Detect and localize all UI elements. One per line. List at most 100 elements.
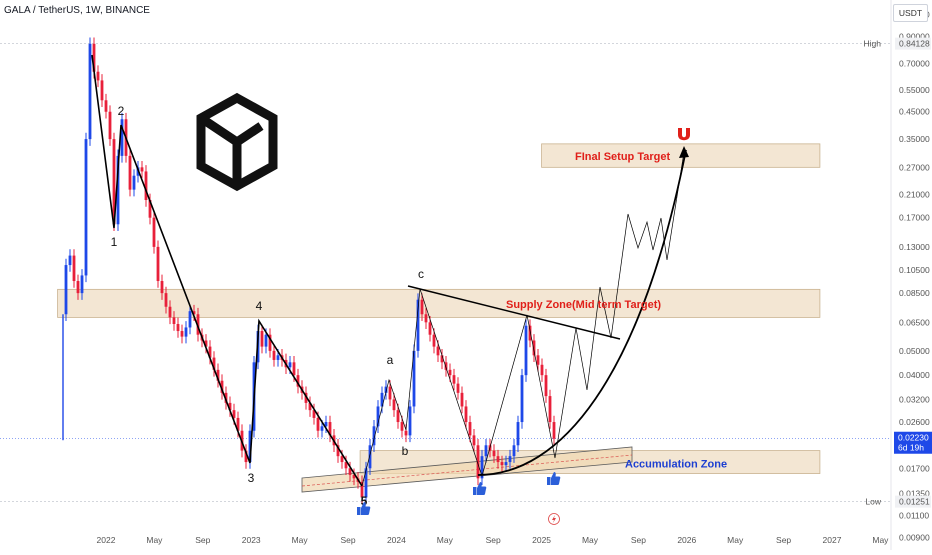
- candle-body: [468, 422, 472, 436]
- magnet-icon: [678, 128, 690, 141]
- candle-body: [472, 435, 476, 446]
- x-tick-label: 2024: [387, 535, 406, 545]
- candle-body: [184, 327, 188, 337]
- candle-body: [232, 410, 236, 418]
- candle-body: [372, 426, 376, 446]
- candle-body: [244, 450, 248, 463]
- projection-path: [361, 151, 685, 487]
- y-tick-label: 0.01100: [899, 511, 929, 521]
- candle-body: [452, 375, 456, 384]
- magnet-icon: [678, 128, 690, 141]
- candle-body: [104, 100, 108, 112]
- x-tick-label: May: [727, 535, 744, 545]
- candle-body: [352, 474, 356, 479]
- y-tick-label: 0.13000: [899, 242, 930, 252]
- candle-body: [192, 311, 196, 315]
- candle-body: [516, 422, 520, 446]
- candle-body: [460, 392, 464, 407]
- y-tick-label: 0.03200: [899, 394, 930, 404]
- x-tick-label: May: [292, 535, 309, 545]
- candle-body: [552, 422, 556, 439]
- x-tick-label: 2023: [242, 535, 261, 545]
- axes: 1.100000.900000.700000.550000.450000.350…: [97, 0, 932, 550]
- thumbs-up-icon: [473, 482, 487, 495]
- candle-body: [504, 462, 508, 466]
- wave-label-5: 5: [361, 494, 368, 508]
- candle-body: [152, 217, 156, 247]
- y-tick-label: 0.08500: [899, 288, 930, 298]
- x-tick-label: Sep: [631, 535, 646, 545]
- supply-zone-label: Supply Zone(Mid term Target): [506, 299, 661, 311]
- candle-body: [156, 246, 160, 282]
- candle-body: [264, 334, 268, 347]
- candle-body: [220, 380, 224, 393]
- candle-body: [216, 369, 220, 381]
- candle-body: [388, 386, 392, 400]
- candle-body: [380, 392, 384, 407]
- candle-body: [528, 325, 532, 341]
- candle-body: [308, 402, 312, 411]
- candle-body: [176, 324, 180, 332]
- labels: FInal Setup Target Supply Zone(Mid term T…: [111, 90, 727, 525]
- candle-body: [304, 392, 308, 403]
- price-tag-value: 0.01251: [899, 497, 930, 507]
- candle-body: [324, 422, 328, 427]
- candle-body: [76, 281, 80, 294]
- candle-body: [268, 334, 272, 351]
- candle-body: [400, 422, 404, 431]
- y-tick-label: 0.45000: [899, 107, 930, 117]
- price-tag-box: [895, 37, 931, 50]
- candle-body: [228, 402, 232, 411]
- thumbs-up-icon: [361, 502, 371, 515]
- candle-body: [480, 456, 484, 479]
- accumulation-zone-label: Accumulation Zone: [625, 458, 727, 470]
- candle-body: [316, 417, 320, 431]
- candle-body: [320, 426, 324, 431]
- thumbs-up-icon: [473, 487, 477, 495]
- candle-body: [496, 456, 500, 463]
- price-tag-label: High: [864, 39, 882, 49]
- wave-label-c: c: [418, 267, 424, 281]
- x-tick-label: May: [872, 535, 889, 545]
- candle-body: [416, 299, 420, 351]
- candle-body: [520, 375, 524, 423]
- candle-body: [84, 139, 88, 276]
- x-tick-label: May: [582, 535, 599, 545]
- y-tick-label: 0.05000: [899, 346, 930, 356]
- candle-body: [344, 462, 348, 469]
- candle-body: [392, 399, 396, 411]
- candle-body: [360, 481, 364, 498]
- candle-body: [132, 175, 136, 190]
- candle-body: [68, 255, 72, 266]
- y-tick-label: 0.27000: [899, 162, 930, 172]
- candle-body: [108, 111, 112, 140]
- x-tick-label: 2026: [677, 535, 696, 545]
- currency-selector[interactable]: USDT: [893, 4, 928, 22]
- candle-body: [328, 422, 332, 436]
- thumbs-up-icon: [547, 472, 561, 485]
- y-tick-label: 0.02600: [899, 417, 930, 427]
- candle-body: [164, 293, 168, 307]
- lightning-icon: [552, 515, 556, 523]
- candle-body: [196, 314, 200, 335]
- x-tick-label: 2025: [532, 535, 551, 545]
- resistance-line: [407, 285, 621, 340]
- gala-logo: [193, 90, 281, 208]
- candle-body: [500, 462, 504, 466]
- candle-body: [376, 406, 380, 427]
- candle-body: [312, 410, 316, 418]
- candle-body: [408, 406, 412, 436]
- thumbs-up-icon: [477, 482, 487, 495]
- y-tick-label: 0.55000: [899, 85, 930, 95]
- thumbs-up-icon: [551, 472, 561, 485]
- candle-body: [444, 362, 448, 370]
- thumbs-up-icon: [357, 502, 371, 515]
- candle-body: [224, 392, 228, 403]
- candle-body: [296, 375, 300, 387]
- candle-body: [160, 281, 164, 294]
- candle-body: [336, 445, 340, 457]
- candle-body: [368, 445, 372, 469]
- x-tick-label: Sep: [195, 535, 210, 545]
- candle-body: [212, 357, 216, 370]
- x-tick-label: Sep: [340, 535, 355, 545]
